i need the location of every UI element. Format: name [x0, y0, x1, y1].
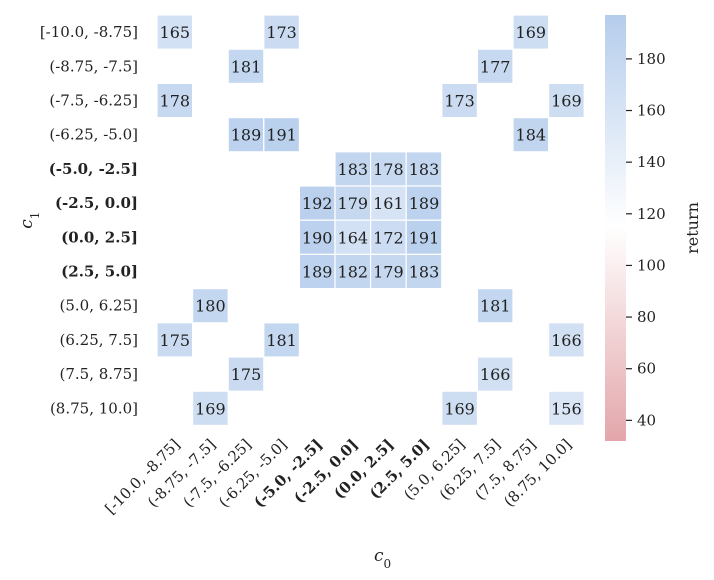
colorbar-tick-label: 100: [637, 256, 666, 274]
cell-value-label: 175: [231, 365, 262, 384]
heatmap-cell: [512, 116, 550, 153]
cell-value-label: 191: [409, 228, 440, 247]
heatmap-cell: [547, 390, 585, 427]
y-tick-label: (-6.25, -5.0]: [49, 126, 138, 144]
y-tick-label: (6.25, 7.5]: [60, 331, 139, 349]
colorbar-tick-label: 120: [637, 205, 666, 223]
heatmap-cell: [298, 219, 336, 255]
y-tick-label: (-7.5, -6.25]: [49, 92, 138, 110]
heatmap-cell: [227, 48, 265, 85]
heatmap-cell: [405, 185, 443, 221]
cell-value-label: 173: [444, 92, 475, 111]
x-axis-label: c0: [374, 546, 391, 571]
heatmap-cell: [512, 14, 550, 50]
heatmap-cell: [334, 219, 372, 255]
cell-value-label: 169: [516, 23, 547, 42]
cell-value-label: 183: [409, 263, 440, 282]
y-tick-label: (-2.5, 0.0]: [55, 194, 138, 212]
heatmap-cell: [547, 82, 585, 119]
cell-value-label: 180: [195, 297, 226, 316]
cell-value-label: 189: [302, 263, 333, 282]
heatmap-cell: [334, 151, 372, 187]
heatmap-cell: [192, 288, 229, 324]
heatmap-cell: [405, 219, 443, 255]
y-tick-label: (0.0, 2.5]: [61, 228, 138, 246]
cell-value-label: 189: [231, 126, 262, 145]
cell-value-label: 178: [160, 92, 191, 111]
heatmap-cell: [370, 185, 407, 221]
cell-value-label: 164: [338, 228, 369, 247]
colorbar-tick-label: 80: [637, 308, 656, 326]
heatmap-cell: [370, 219, 407, 255]
heatmap-cell: [547, 322, 585, 358]
cell-value-label: 191: [266, 126, 297, 145]
cell-value-label: 183: [338, 160, 369, 179]
heatmap-cell: [441, 390, 478, 427]
cell-value-label: 184: [516, 126, 547, 145]
y-tick-label: (8.75, 10.0]: [50, 399, 138, 417]
cell-value-label: 169: [195, 399, 226, 418]
heatmap-cell: [370, 253, 407, 290]
cell-value-label: 177: [480, 57, 511, 76]
cell-value-label: 175: [160, 331, 191, 350]
cell-value-label: 189: [409, 194, 440, 213]
y-tick-label: (2.5, 5.0]: [61, 263, 138, 281]
cell-value-label: 173: [266, 23, 297, 42]
cell-value-label: 190: [302, 228, 333, 247]
colorbar: [605, 15, 626, 441]
heatmap-cell: [156, 82, 194, 119]
y-tick-label: (5.0, 6.25]: [60, 297, 139, 315]
cell-value-label: 178: [373, 160, 404, 179]
heatmap-cell: [263, 14, 300, 50]
heatmap-cell: [263, 322, 300, 358]
heatmap-cell: [156, 14, 194, 50]
x-tick-labels: [-10.0, -8.75](-8.75, -7.5](-7.5, -6.25]…: [101, 436, 575, 518]
cell-value-label: 183: [409, 160, 440, 179]
colorbar-ticks: 40 60 80 100 120 140 160 180: [626, 50, 666, 429]
colorbar-tick-label: 140: [637, 153, 666, 171]
heatmap-cell: [334, 185, 372, 221]
cell-value-label: 192: [302, 194, 333, 213]
colorbar-tick-label: 60: [637, 360, 656, 378]
y-tick-label: [-10.0, -8.75]: [40, 23, 138, 41]
y-tick-label: (-5.0, -2.5]: [49, 160, 138, 178]
heatmap-cell: [298, 253, 336, 290]
heatmap-cell: [227, 116, 265, 153]
heatmap-cell: [156, 322, 194, 358]
heatmap-cell: [263, 116, 300, 153]
heatmap-cell: [192, 390, 229, 427]
y-tick-label: (7.5, 8.75]: [60, 365, 139, 383]
cell-value-label: 179: [373, 263, 404, 282]
y-axis-label: c1: [17, 212, 42, 229]
heatmap-cell: [476, 356, 514, 392]
cell-value-label: 169: [551, 92, 582, 111]
cell-value-label: 172: [373, 228, 404, 247]
cell-value-label: 179: [338, 194, 369, 213]
colorbar-tick-label: 40: [637, 411, 656, 429]
heatmap-cell: [476, 288, 514, 324]
heatmap-cell: [441, 82, 478, 119]
y-tick-labels: [-10.0, -8.75] (-8.75, -7.5] (-7.5, -6.25]…: [40, 23, 138, 417]
cell-value-label: 166: [551, 331, 582, 350]
colorbar-tick-label: 160: [637, 102, 666, 120]
cell-value-label: 169: [444, 399, 475, 418]
cell-value-label: 166: [480, 365, 511, 384]
heatmap-cell: [405, 151, 443, 187]
cell-value-label: 161: [373, 194, 404, 213]
cell-value-label: 165: [160, 23, 191, 42]
heatmap-cell: [476, 48, 514, 85]
cell-value-label: 181: [480, 297, 511, 316]
colorbar-tick-label: 180: [637, 50, 666, 68]
cell-value-label: 181: [266, 331, 297, 350]
colorbar-label: return: [683, 202, 702, 254]
cell-value-label: 181: [231, 57, 262, 76]
heatmap-cell: [405, 253, 443, 290]
heatmap-cell: [227, 356, 265, 392]
cell-value-label: 182: [338, 263, 369, 282]
cell-value-label: 156: [551, 399, 582, 418]
y-tick-label: (-8.75, -7.5]: [49, 57, 138, 75]
